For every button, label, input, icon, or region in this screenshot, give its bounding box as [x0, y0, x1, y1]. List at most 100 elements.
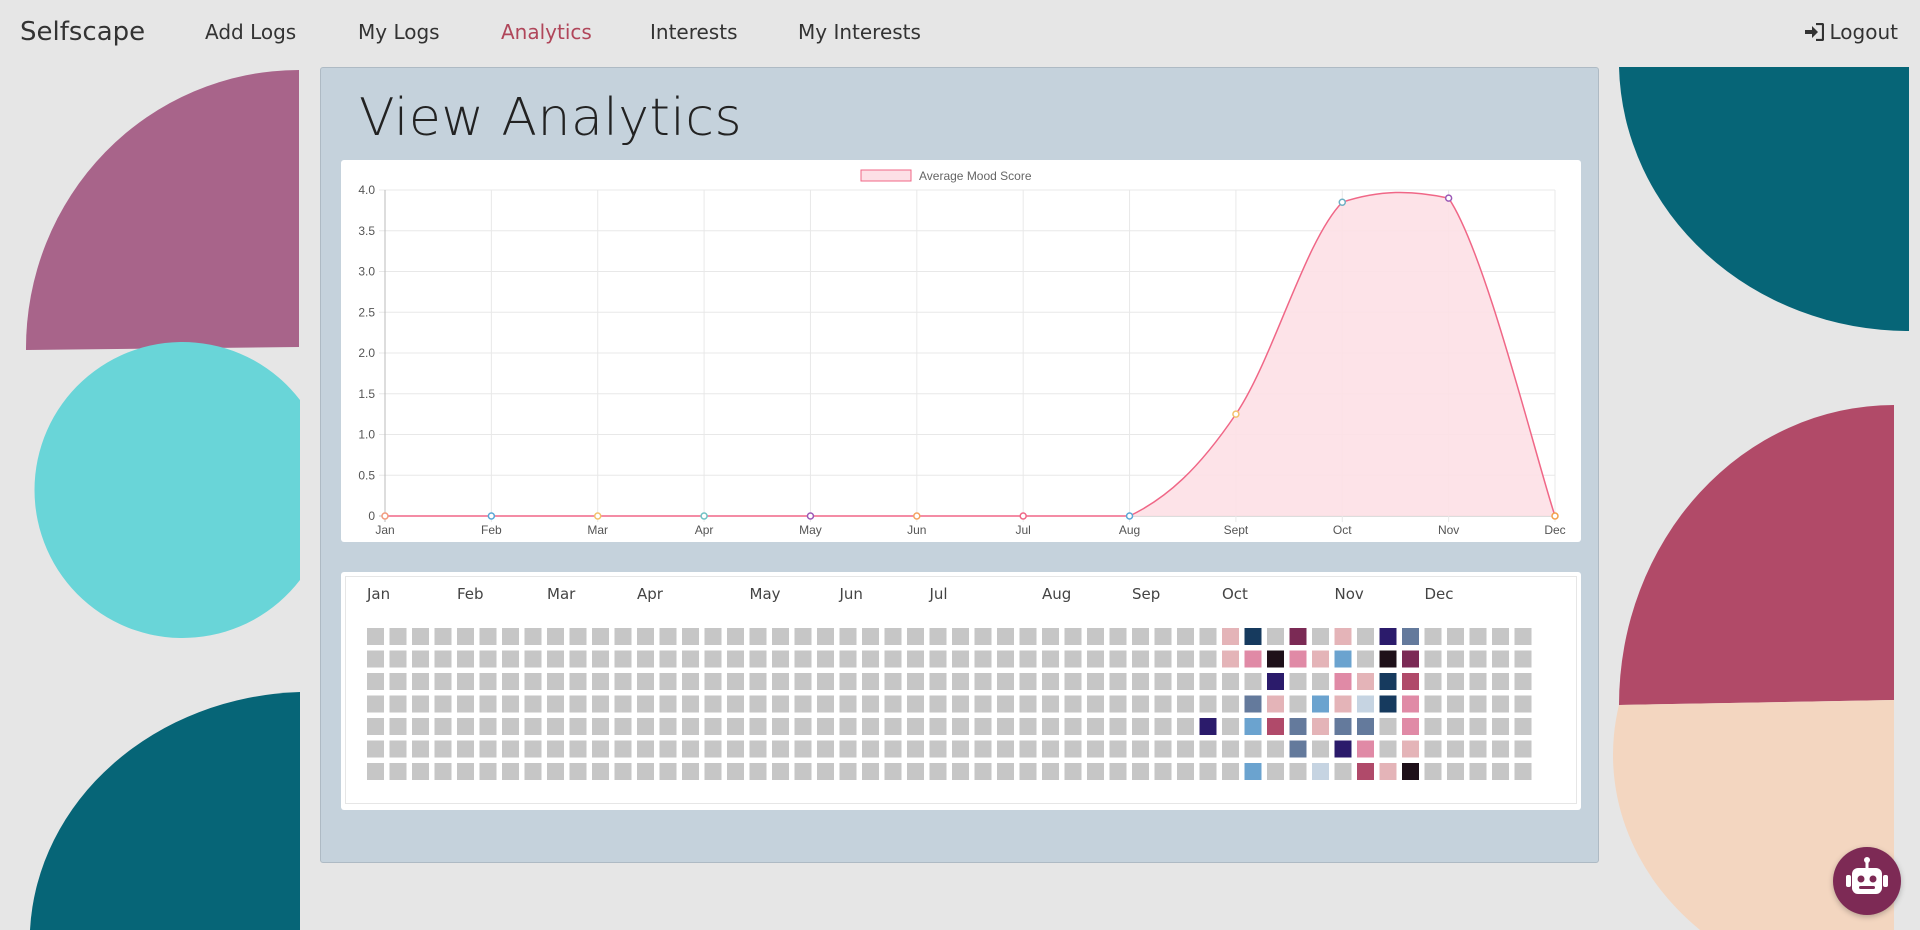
heatmap-day-cell — [1064, 695, 1082, 713]
heatmap-day-cell — [772, 718, 789, 735]
heatmap-day-cell — [794, 740, 812, 758]
heatmap-day-cell — [1357, 673, 1374, 690]
heatmap-day-cell — [524, 673, 542, 690]
heatmap-day-cell — [1469, 650, 1487, 668]
heatmap-day-cell — [862, 628, 879, 645]
heatmap-day-cell — [1042, 740, 1059, 758]
data-point-nov — [1444, 194, 1453, 202]
heatmap-day-cell — [1019, 718, 1037, 735]
heatmap-day-cell — [367, 673, 384, 690]
heatmap-day-cell — [569, 673, 587, 690]
heatmap-day-cell — [772, 673, 789, 690]
nav-analytics[interactable]: Analytics — [501, 20, 592, 44]
heatmap-day-cell — [794, 695, 812, 713]
heatmap-day-cell — [1064, 740, 1082, 758]
heatmap-day-cell — [1469, 628, 1487, 645]
heatmap-day-cell — [592, 763, 609, 780]
y-tick-label: 3.5 — [358, 224, 375, 238]
brand-logo[interactable]: Selfscape — [20, 17, 146, 47]
heatmap-day-cell — [907, 673, 924, 690]
heatmap-day-cell — [367, 628, 384, 645]
heatmap-day-cell — [412, 718, 429, 735]
heatmap-day-cell — [1199, 718, 1217, 735]
heatmap-day-cell — [727, 650, 744, 668]
heatmap-day-cell — [1334, 740, 1352, 758]
nav-my-logs[interactable]: My Logs — [358, 20, 440, 44]
heatmap-day-cell — [839, 673, 857, 690]
heatmap-day-cell — [1087, 763, 1104, 780]
heatmap-day-cell — [547, 718, 564, 735]
heatmap-day-cell — [367, 740, 384, 758]
heatmap-day-cell — [614, 718, 632, 735]
heatmap-day-cell — [862, 695, 879, 713]
heatmap-day-cell — [974, 695, 992, 713]
heatmap-day-cell — [704, 740, 722, 758]
heatmap-day-cell — [434, 650, 452, 668]
heatmap-day-cell — [1334, 650, 1352, 668]
heatmap-day-cell — [614, 740, 632, 758]
heatmap-month-label: Mar — [547, 585, 576, 603]
y-tick-label: 2.0 — [358, 346, 375, 360]
heatmap-day-cell — [389, 763, 407, 780]
heatmap-day-cell — [412, 695, 429, 713]
nav-add-logs[interactable]: Add Logs — [205, 20, 297, 44]
heatmap-day-cell — [547, 673, 564, 690]
heatmap-day-cell — [884, 673, 902, 690]
heatmap-day-cell — [884, 740, 902, 758]
heatmap-day-cell — [1064, 650, 1082, 668]
heatmap-day-cell — [1424, 650, 1442, 668]
heatmap-day-cell — [592, 650, 609, 668]
nav-my-interests[interactable]: My Interests — [798, 20, 921, 44]
heatmap-day-cell — [862, 763, 879, 780]
heatmap-day-cell — [1064, 628, 1082, 645]
heatmap-day-cell — [727, 673, 744, 690]
x-tick-label: Mar — [587, 523, 608, 537]
heatmap-day-cell — [1357, 740, 1374, 758]
heatmap-day-cell — [704, 650, 722, 668]
heatmap-day-cell — [974, 673, 992, 690]
legend-label: Average Mood Score — [919, 169, 1032, 183]
heatmap-day-cell — [817, 650, 834, 668]
heatmap-month-label: Jul — [929, 585, 948, 603]
heatmap-day-cell — [1132, 673, 1149, 690]
heatmap-day-cell — [997, 695, 1014, 713]
analytics-panel: View Analytics 0 0.5 1.0 1.5 2.0 2.5 3.0 3.5 4.0… — [320, 67, 1599, 863]
x-tick-label: Nov — [1438, 523, 1459, 537]
heatmap-day-cell — [1087, 628, 1104, 645]
heatmap-day-cell — [952, 673, 969, 690]
heatmap-day-cell — [817, 718, 834, 735]
heatmap-day-cell — [1492, 628, 1509, 645]
heatmap-day-cell — [637, 695, 654, 713]
heatmap-day-cell — [1222, 628, 1239, 645]
nav-interests[interactable]: Interests — [650, 20, 738, 44]
heatmap-day-cell — [974, 628, 992, 645]
heatmap-day-cell — [727, 628, 744, 645]
heatmap-day-cell — [389, 740, 407, 758]
heatmap-day-cell — [839, 695, 857, 713]
heatmap-day-cell — [479, 628, 497, 645]
heatmap-day-cell — [1109, 718, 1127, 735]
heatmap-day-cell — [389, 628, 407, 645]
heatmap-day-cell — [1492, 673, 1509, 690]
heatmap-day-cell — [1424, 740, 1442, 758]
heatmap-day-cell — [1177, 763, 1194, 780]
heatmap-day-cell — [592, 740, 609, 758]
heatmap-day-cell — [1199, 650, 1217, 668]
logout-button[interactable]: Logout — [1804, 20, 1898, 44]
heatmap-day-cell — [1199, 695, 1217, 713]
teal-quarter-circle-left — [30, 692, 300, 930]
data-point-may — [806, 512, 815, 520]
heatmap-day-cell — [997, 673, 1014, 690]
heatmap-day-cell — [704, 718, 722, 735]
heatmap-day-cell — [1402, 628, 1419, 645]
heatmap-day-cell — [1469, 695, 1487, 713]
heatmap-day-cell — [1402, 718, 1419, 735]
x-tick-label: Aug — [1119, 523, 1140, 537]
heatmap-day-cell — [1222, 763, 1239, 780]
chatbot-button[interactable] — [1833, 847, 1901, 915]
heatmap-day-cell — [1019, 740, 1037, 758]
heatmap-day-cell — [772, 650, 789, 668]
heatmap-day-cell — [682, 740, 699, 758]
heatmap-day-cell — [1244, 740, 1262, 758]
heatmap-day-cell — [1334, 763, 1352, 780]
